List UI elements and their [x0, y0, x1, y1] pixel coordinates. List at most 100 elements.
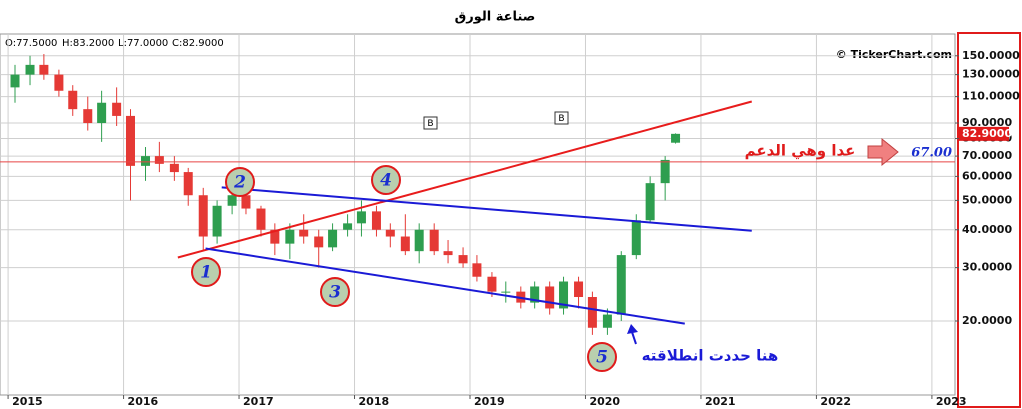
- x-tick-label: 2015: [12, 395, 43, 408]
- candle-body: [501, 291, 511, 293]
- x-tick-label: 2023: [936, 395, 967, 408]
- y-tick-label: 130.0000: [962, 68, 1020, 81]
- y-tick-label: 50.0000: [962, 193, 1012, 206]
- x-tick-label: 2018: [359, 395, 390, 408]
- candle-body: [343, 223, 353, 230]
- wave-label: 4: [380, 171, 392, 191]
- candle-body: [400, 236, 410, 252]
- wave-circle: [587, 342, 617, 372]
- b-markers: B B: [423, 111, 569, 130]
- x-tick-label: 2017: [243, 395, 274, 408]
- ohlc-low: L:77.0000: [118, 38, 168, 49]
- trendline: [177, 100, 753, 259]
- candle-body: [671, 133, 681, 143]
- y-tick-label: 30.0000: [962, 261, 1012, 274]
- chart-title: صناعة الورق: [455, 10, 536, 25]
- support-arrow: [867, 137, 899, 167]
- candle-body: [616, 255, 626, 315]
- candle-body: [154, 156, 164, 164]
- ohlc-high: H:83.2000: [62, 38, 114, 49]
- candle-body: [660, 159, 670, 184]
- x-tick-label: 2021: [705, 395, 736, 408]
- wave-circles: 1 2 3 4 5: [191, 165, 617, 372]
- candle-body: [458, 255, 468, 264]
- y-tick-label: 110.0000: [962, 90, 1020, 103]
- x-tick-label: 2022: [820, 395, 851, 408]
- wave-label: 1: [200, 263, 212, 283]
- candle-body: [545, 286, 555, 309]
- candle-body: [356, 211, 366, 224]
- candle-body: [10, 74, 20, 88]
- candle-body: [39, 64, 49, 75]
- y-tick-label: 20.0000: [962, 314, 1012, 327]
- candle-body: [574, 281, 584, 298]
- candle-body: [429, 229, 439, 252]
- candle-body: [198, 195, 208, 237]
- candle-body: [631, 220, 641, 256]
- wave-circle: [225, 167, 255, 197]
- y-tick-label: 90.0000: [962, 116, 1012, 129]
- candle-body: [169, 163, 179, 173]
- wave-circle: [191, 257, 221, 287]
- candle-body: [487, 276, 497, 292]
- candle-body: [299, 229, 309, 237]
- candle-body: [602, 314, 612, 328]
- candle-body: [256, 208, 266, 230]
- x-tick-label: 2016: [128, 395, 159, 408]
- note-text: هنا حددت انطلاقته: [642, 347, 779, 365]
- marker: B: [427, 119, 433, 129]
- marker-box: [423, 116, 438, 130]
- wave-label: 3: [329, 283, 341, 303]
- note-arrow-line: [631, 331, 637, 345]
- ohlc-open: O:77.5000: [5, 38, 57, 49]
- candle-body: [414, 229, 424, 252]
- candle-body: [314, 236, 324, 248]
- x-tick-label: 2020: [589, 395, 620, 408]
- x-tick-label: 2019: [474, 395, 505, 408]
- y-tick-label: 70.0000: [962, 149, 1012, 162]
- candle-body: [68, 90, 78, 110]
- support-text: عدا وهي الدعم: [745, 141, 856, 159]
- candle-body: [530, 286, 540, 303]
- wave-circle: [320, 277, 350, 307]
- trendline: [221, 186, 752, 232]
- trendline: [205, 247, 685, 325]
- launch-note: هنا حددت انطلاقته: [627, 324, 778, 365]
- marker-box: [554, 111, 569, 125]
- candle-body: [270, 229, 280, 244]
- y-tick-label: 60.0000: [962, 169, 1012, 182]
- candle-body: [83, 109, 93, 124]
- last-price-label: 82.9000: [962, 127, 1012, 140]
- candle-body: [371, 211, 381, 230]
- candle-body: [54, 74, 64, 91]
- candle-body: [645, 183, 655, 221]
- wave-label: 5: [596, 348, 608, 368]
- candle-body: [241, 195, 251, 209]
- candle-body: [97, 102, 107, 124]
- support-label: 67.00: [911, 145, 952, 160]
- candle-body: [125, 115, 135, 166]
- wave-circle: [371, 165, 401, 195]
- y-tick-label: 150.0000: [962, 49, 1020, 62]
- candle-body: [227, 195, 237, 206]
- marker: B: [558, 114, 564, 124]
- candle-body: [472, 263, 482, 277]
- candle-body: [140, 156, 151, 166]
- note-arrow-head: [627, 324, 638, 334]
- candle-body: [112, 102, 122, 116]
- candle-body: [328, 229, 338, 248]
- plot-area: [0, 33, 956, 396]
- candle-body: [212, 205, 222, 237]
- copyright: © TickerChart.com: [836, 48, 952, 61]
- last-price-tag: [959, 126, 1009, 141]
- candle-body: [385, 229, 395, 237]
- candle-body: [559, 281, 569, 309]
- wave-label: 2: [233, 173, 246, 193]
- candle-body: [25, 64, 35, 75]
- ohlc-close: C:82.9000: [172, 38, 224, 49]
- price-axis-frame: [957, 32, 1021, 408]
- candle-body: [587, 297, 597, 328]
- candle-body: [443, 251, 453, 256]
- candle-body: [285, 229, 295, 244]
